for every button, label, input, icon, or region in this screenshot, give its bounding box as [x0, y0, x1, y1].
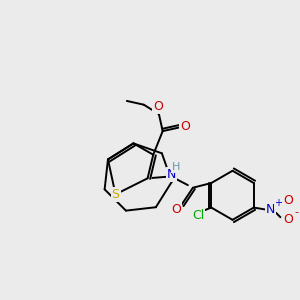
Text: N: N	[167, 168, 176, 181]
Text: O: O	[180, 120, 190, 133]
Text: S: S	[112, 188, 119, 201]
Text: +: +	[274, 198, 282, 208]
Text: O: O	[153, 100, 163, 113]
Text: -: -	[294, 207, 298, 217]
Text: O: O	[284, 194, 294, 208]
Text: O: O	[284, 213, 294, 226]
Text: H: H	[172, 162, 180, 172]
Text: Cl: Cl	[192, 208, 204, 222]
Text: O: O	[171, 203, 181, 216]
Text: N: N	[266, 203, 275, 216]
